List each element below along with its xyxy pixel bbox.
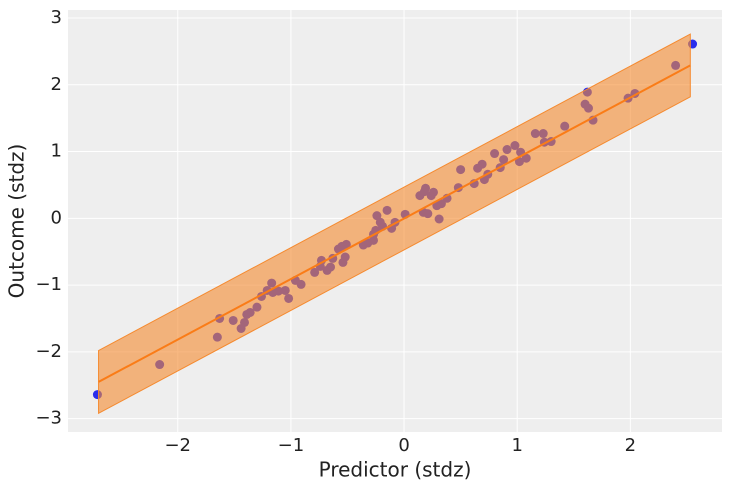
y-tick-label: 1 <box>51 141 62 162</box>
x-tick-label: 1 <box>511 435 522 456</box>
y-tick-label: 3 <box>51 7 62 28</box>
y-tick-label: 0 <box>51 207 62 228</box>
y-tick-label: −3 <box>35 408 62 429</box>
x-tick-label: −1 <box>278 435 305 456</box>
y-tick-label: −2 <box>35 341 62 362</box>
y-axis-label: Outcome (stdz) <box>5 144 29 299</box>
x-tick-label: −2 <box>164 435 191 456</box>
fit-line <box>98 64 691 383</box>
x-tick-label: 0 <box>398 435 409 456</box>
x-axis-label: Predictor (stdz) <box>319 458 472 482</box>
x-tick-label: 2 <box>625 435 636 456</box>
y-tick-label: 2 <box>51 74 62 95</box>
y-tick-label: −1 <box>35 274 62 295</box>
